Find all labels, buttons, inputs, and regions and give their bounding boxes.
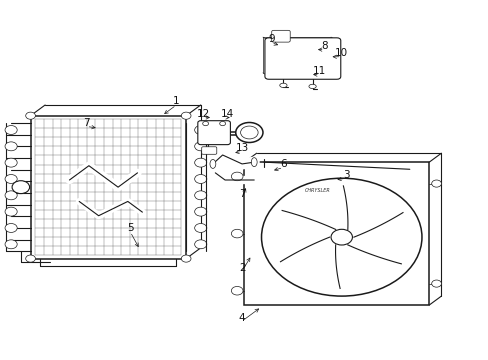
Text: 7: 7 [83,118,90,128]
FancyBboxPatch shape [198,121,230,145]
Text: 10: 10 [334,48,347,58]
Ellipse shape [5,240,17,249]
Text: 9: 9 [267,34,274,44]
Text: 1: 1 [173,96,180,107]
Ellipse shape [5,158,17,167]
Circle shape [219,121,225,126]
Circle shape [202,121,208,126]
FancyBboxPatch shape [271,30,289,42]
Circle shape [26,112,35,119]
Ellipse shape [5,142,17,151]
Circle shape [235,122,263,143]
Text: 4: 4 [238,312,245,323]
Ellipse shape [194,126,206,134]
Text: 5: 5 [127,223,133,233]
Ellipse shape [5,207,17,216]
Circle shape [330,229,352,245]
Circle shape [26,255,35,262]
Circle shape [261,178,421,296]
FancyBboxPatch shape [264,38,340,79]
Circle shape [12,181,30,194]
Circle shape [231,287,243,295]
Ellipse shape [194,175,206,184]
Ellipse shape [5,175,17,184]
Ellipse shape [308,84,316,89]
Text: 8: 8 [321,41,327,51]
Text: 14: 14 [221,109,234,119]
Circle shape [181,112,191,119]
Ellipse shape [194,207,206,216]
Text: 11: 11 [313,66,326,76]
Text: 6: 6 [280,159,286,169]
Ellipse shape [5,191,17,200]
Circle shape [231,229,243,238]
Ellipse shape [194,142,206,151]
Ellipse shape [209,159,215,168]
Text: 12: 12 [196,109,209,119]
Text: CHRYSLER: CHRYSLER [304,188,329,193]
Ellipse shape [5,126,17,134]
Ellipse shape [5,224,17,233]
Text: 2: 2 [238,262,245,273]
Circle shape [231,172,243,181]
Text: 3: 3 [343,170,349,180]
Text: 7: 7 [238,189,245,199]
Ellipse shape [194,158,206,167]
Ellipse shape [251,158,257,167]
FancyBboxPatch shape [201,147,216,154]
Ellipse shape [194,224,206,233]
Ellipse shape [279,83,286,87]
Text: 13: 13 [235,143,248,153]
Ellipse shape [194,240,206,249]
Circle shape [431,180,441,187]
Circle shape [431,280,441,287]
Circle shape [181,255,191,262]
Ellipse shape [194,191,206,200]
Circle shape [240,126,258,139]
